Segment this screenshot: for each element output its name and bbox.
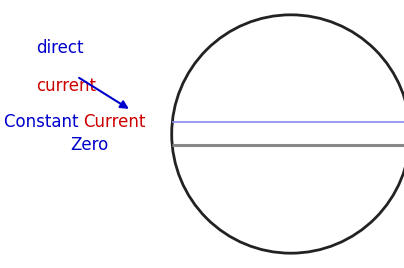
Text: direct: direct: [36, 39, 84, 57]
Text: Current: Current: [83, 113, 145, 131]
Text: Constant: Constant: [4, 113, 84, 131]
Text: current: current: [36, 77, 97, 95]
Text: Zero: Zero: [71, 136, 109, 154]
